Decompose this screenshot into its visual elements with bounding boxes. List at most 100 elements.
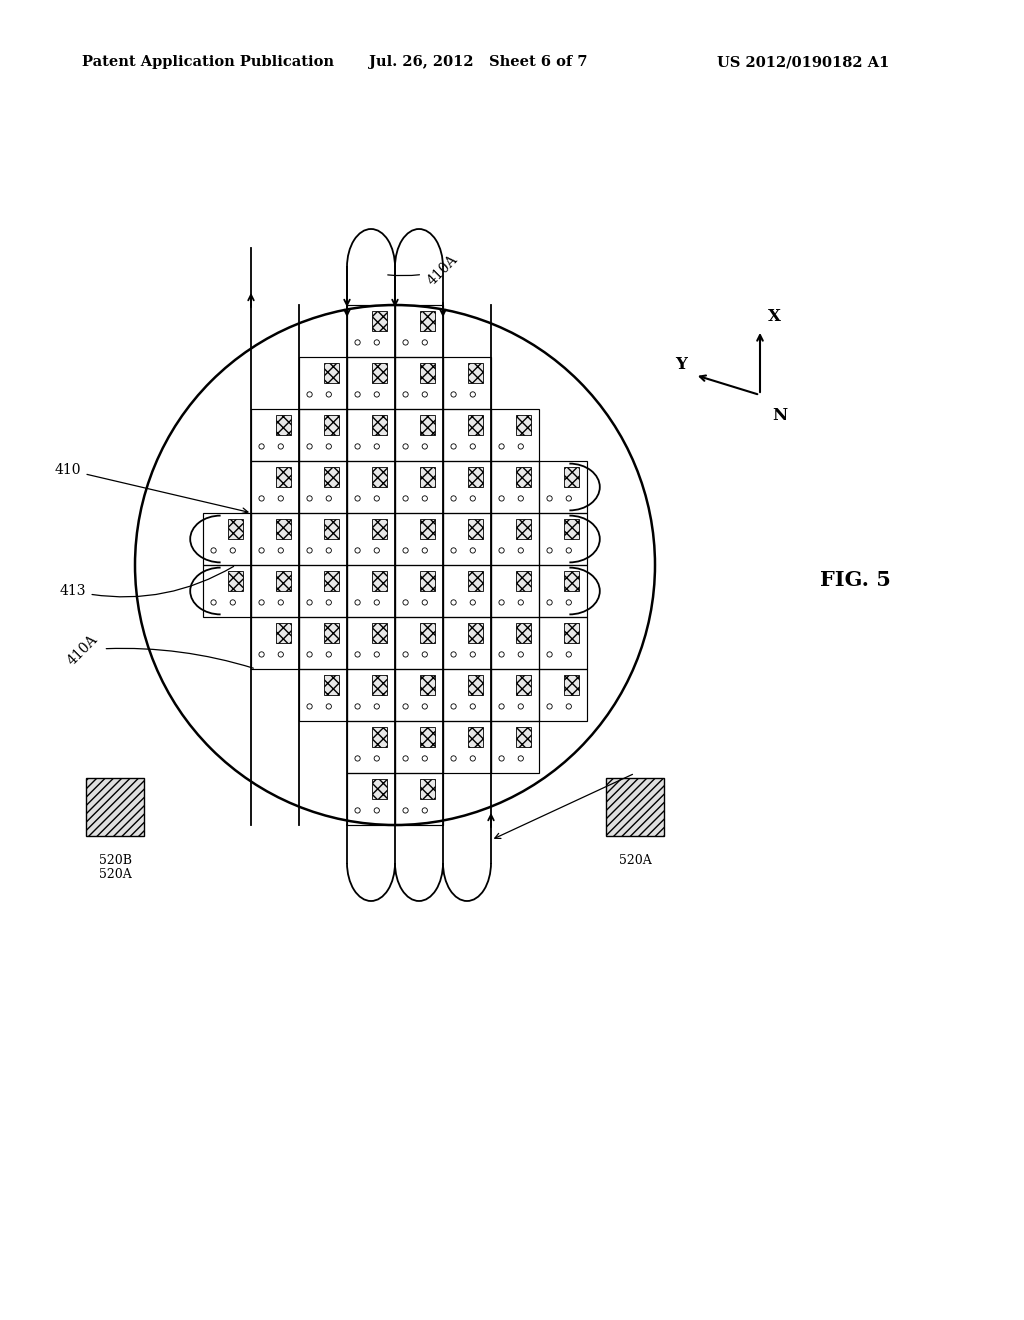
Bar — [203, 513, 251, 565]
Bar — [275, 572, 291, 591]
Text: 410A: 410A — [388, 252, 461, 288]
Text: Jul. 26, 2012   Sheet 6 of 7: Jul. 26, 2012 Sheet 6 of 7 — [369, 55, 587, 70]
Bar — [516, 676, 531, 696]
Bar — [490, 409, 539, 461]
Bar — [468, 623, 483, 643]
Bar — [606, 779, 664, 836]
Bar — [372, 312, 387, 331]
Bar — [275, 416, 291, 436]
Bar — [443, 513, 490, 565]
Bar — [443, 461, 490, 513]
Bar — [395, 461, 443, 513]
Bar — [251, 461, 299, 513]
Text: N: N — [772, 407, 787, 424]
Bar — [468, 416, 483, 436]
Bar — [299, 669, 347, 721]
Bar — [347, 669, 395, 721]
Bar — [395, 565, 443, 616]
Bar — [203, 565, 251, 616]
Bar — [443, 565, 490, 616]
Bar — [516, 519, 531, 539]
Bar — [86, 779, 144, 836]
Bar — [539, 669, 587, 721]
Bar — [372, 727, 387, 747]
Bar — [395, 774, 443, 825]
Bar — [275, 623, 291, 643]
Bar — [420, 727, 435, 747]
Bar — [228, 519, 244, 539]
Bar — [324, 676, 339, 696]
Bar — [395, 616, 443, 669]
Bar — [420, 312, 435, 331]
Text: Y: Y — [675, 356, 687, 374]
Bar — [395, 669, 443, 721]
Text: 410: 410 — [55, 463, 248, 513]
Bar — [468, 676, 483, 696]
Bar — [347, 409, 395, 461]
Bar — [468, 363, 483, 383]
Bar — [468, 519, 483, 539]
Bar — [564, 467, 580, 487]
Bar — [516, 467, 531, 487]
Bar — [490, 669, 539, 721]
Bar — [443, 616, 490, 669]
Bar — [251, 409, 299, 461]
Bar — [564, 572, 580, 591]
Bar — [347, 721, 395, 774]
Bar — [443, 409, 490, 461]
Bar — [324, 572, 339, 591]
Bar — [420, 623, 435, 643]
Bar — [372, 572, 387, 591]
Bar — [251, 616, 299, 669]
Bar — [516, 416, 531, 436]
Bar — [299, 565, 347, 616]
Bar — [420, 676, 435, 696]
Bar — [299, 616, 347, 669]
Text: Patent Application Publication: Patent Application Publication — [82, 55, 334, 70]
Bar — [324, 519, 339, 539]
Bar — [539, 513, 587, 565]
Bar — [347, 774, 395, 825]
Bar — [347, 513, 395, 565]
Bar — [324, 623, 339, 643]
Bar — [420, 467, 435, 487]
Bar — [468, 727, 483, 747]
Bar — [299, 409, 347, 461]
Bar — [564, 676, 580, 696]
Bar — [324, 416, 339, 436]
Bar — [516, 572, 531, 591]
Text: 413: 413 — [60, 566, 233, 598]
Bar — [564, 519, 580, 539]
Bar — [468, 467, 483, 487]
Bar — [443, 356, 490, 409]
Bar — [490, 565, 539, 616]
Text: 520B: 520B — [98, 854, 131, 867]
Bar — [372, 363, 387, 383]
Text: X: X — [768, 308, 781, 325]
Bar — [443, 721, 490, 774]
Bar — [347, 305, 395, 356]
Bar — [516, 623, 531, 643]
Bar — [347, 616, 395, 669]
Bar — [372, 623, 387, 643]
Text: FIG. 5: FIG. 5 — [819, 570, 891, 590]
Text: 520A: 520A — [98, 869, 131, 882]
Bar — [395, 721, 443, 774]
Bar — [443, 669, 490, 721]
Bar — [490, 513, 539, 565]
Bar — [420, 363, 435, 383]
Bar — [324, 467, 339, 487]
Bar — [516, 727, 531, 747]
Bar — [420, 572, 435, 591]
Bar — [372, 519, 387, 539]
Text: 410A: 410A — [65, 632, 253, 668]
Bar — [539, 616, 587, 669]
Bar — [395, 513, 443, 565]
Bar — [251, 513, 299, 565]
Bar — [347, 565, 395, 616]
Bar — [372, 467, 387, 487]
Bar — [299, 356, 347, 409]
Bar — [490, 461, 539, 513]
Bar — [372, 676, 387, 696]
Bar — [395, 409, 443, 461]
